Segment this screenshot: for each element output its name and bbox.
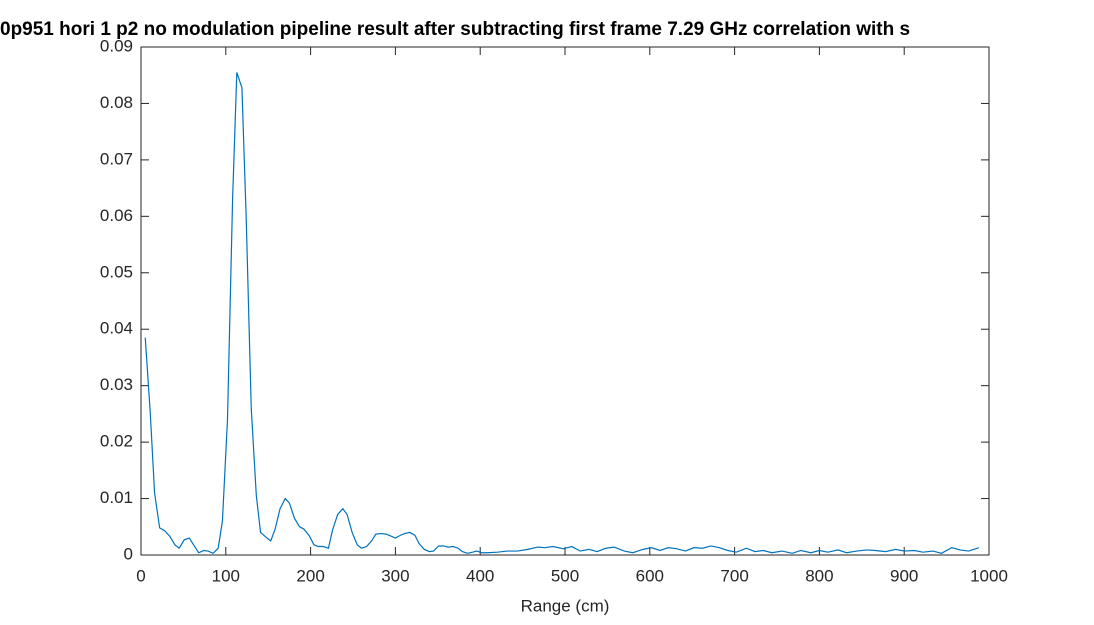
- y-tick-label: 0.09: [100, 36, 133, 55]
- x-tick-label: 100: [212, 566, 240, 585]
- y-tick-label: 0.01: [100, 488, 133, 507]
- y-tick-label: 0.05: [100, 262, 133, 281]
- x-tick-label: 900: [890, 566, 918, 585]
- x-tick-label: 600: [636, 566, 664, 585]
- chart-title: 0p951 hori 1 p2 no modulation pipeline r…: [0, 19, 910, 40]
- x-tick-label: 1000: [970, 566, 1008, 585]
- y-tick-label: 0.08: [100, 93, 133, 112]
- x-tick-label: 0: [136, 566, 145, 585]
- x-axis-label: Range (cm): [521, 596, 610, 615]
- x-tick-label: 300: [381, 566, 409, 585]
- x-tick-label: 700: [720, 566, 748, 585]
- x-tick-label: 500: [551, 566, 579, 585]
- x-tick-label: 400: [466, 566, 494, 585]
- y-tick-label: 0: [124, 544, 133, 563]
- y-tick-label: 0.07: [100, 149, 133, 168]
- y-tick-label: 0.02: [100, 432, 133, 451]
- y-tick-label: 0.04: [100, 319, 133, 338]
- x-tick-label: 800: [805, 566, 833, 585]
- data-line: [144, 72, 980, 555]
- x-tick-label: 200: [296, 566, 324, 585]
- y-tick-label: 0.03: [100, 375, 133, 394]
- y-tick-label: 0.06: [100, 206, 133, 225]
